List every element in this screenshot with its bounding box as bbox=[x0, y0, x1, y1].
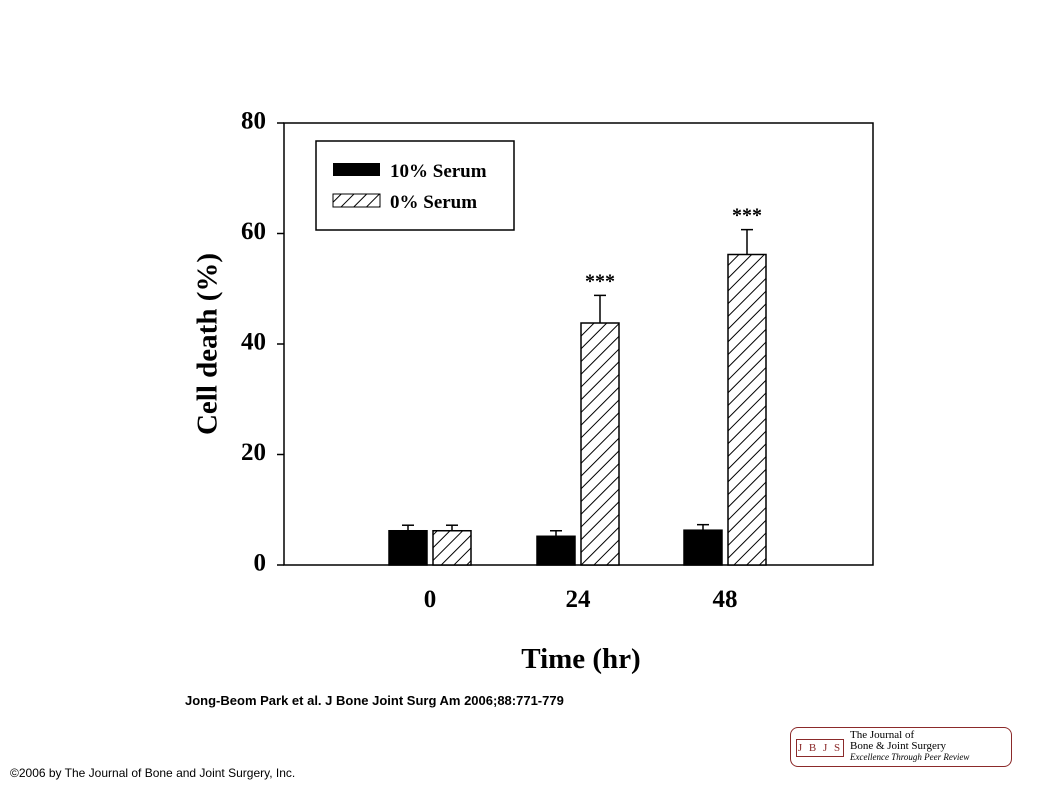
legend-swatch-hatched bbox=[332, 193, 381, 208]
logo-text: The Journal of Bone & Joint Surgery Exce… bbox=[850, 730, 969, 763]
logo-line-1: The Journal of bbox=[850, 729, 915, 741]
legend-swatch-solid bbox=[333, 163, 380, 176]
x-tick-label: 24 bbox=[566, 586, 592, 613]
significance-marker: *** bbox=[585, 270, 615, 292]
x-ticks: 0 24 48 bbox=[424, 586, 738, 613]
significance-marker: *** bbox=[732, 205, 762, 227]
logo-line-3: Excellence Through Peer Review bbox=[850, 752, 970, 762]
y-tick-label: 0 bbox=[254, 550, 267, 577]
y-axis-label: Cell death (%) bbox=[192, 253, 224, 435]
bar-chart: 0 20 40 60 80 *** *** 0 24 48 10% Serum 0% Seru… bbox=[192, 108, 874, 675]
bar-10-serum-0 bbox=[388, 529, 428, 566]
bar-0-serum-48 bbox=[727, 253, 767, 566]
citation: Jong-Beom Park et al. J Bone Joint Surg … bbox=[185, 693, 564, 708]
bar-0-serum-24 bbox=[580, 322, 620, 566]
x-tick-label: 48 bbox=[713, 586, 738, 613]
bar-10-serum-48 bbox=[683, 529, 723, 566]
bar-10-serum-24 bbox=[536, 535, 576, 566]
y-tick-label: 20 bbox=[241, 439, 266, 466]
legend: 10% Serum 0% Serum bbox=[315, 140, 515, 231]
y-tick-label: 80 bbox=[241, 108, 266, 135]
logo-line-2: Bone & Joint Surgery bbox=[850, 740, 947, 752]
x-tick-label: 0 bbox=[424, 586, 437, 613]
legend-label-0-serum: 0% Serum bbox=[390, 192, 477, 213]
y-tick-label: 60 bbox=[241, 218, 266, 245]
legend-label-10-serum: 10% Serum bbox=[390, 161, 487, 182]
jbjs-logo: J B J S The Journal of Bone & Joint Surg… bbox=[790, 727, 1018, 771]
bars: *** *** bbox=[388, 205, 767, 566]
copyright: ©2006 by The Journal of Bone and Joint S… bbox=[10, 766, 296, 780]
y-tick-label: 40 bbox=[241, 329, 266, 356]
logo-frame bbox=[790, 727, 1012, 767]
legend-box bbox=[315, 140, 515, 231]
bar-0-serum-0 bbox=[432, 529, 472, 566]
x-axis-label: Time (hr) bbox=[521, 643, 640, 675]
logo-abbr: J B J S bbox=[796, 739, 844, 757]
y-ticks: 0 20 40 60 80 bbox=[241, 108, 284, 577]
